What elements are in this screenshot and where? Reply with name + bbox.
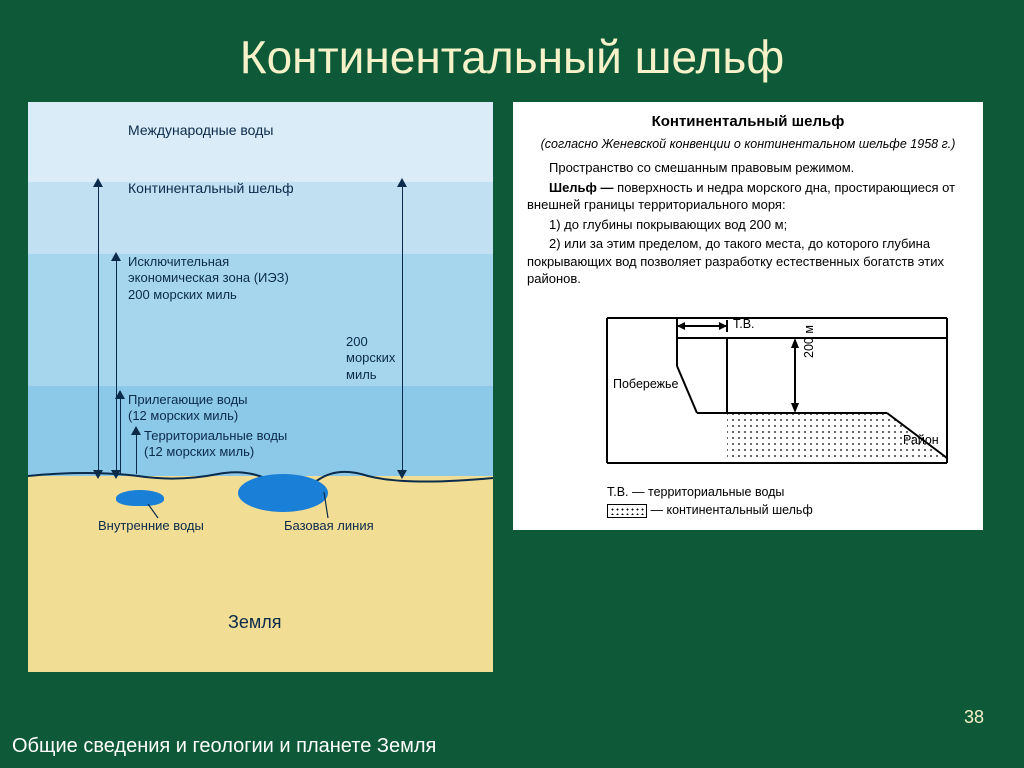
right-li1: 1) до глубины покрывающих вод 200 м;: [527, 216, 969, 234]
legend-shelf-box: [607, 504, 647, 518]
schema-region: Район: [903, 432, 939, 449]
shelf-schema: Побережье Т.В. 200 м Район Т.В. — террит…: [527, 298, 969, 518]
legend-shelf-text: — континентальный шельф: [650, 503, 812, 517]
definition-panel: Континентальный шельф (согласно Женевско…: [513, 102, 983, 530]
right-li2: 2) или за этим пределом, до такого места…: [527, 235, 969, 288]
content-row: Международные воды Континентальный шельф…: [0, 84, 1024, 672]
right-p1: Пространство со смешанным правовым режим…: [527, 159, 969, 177]
legend-row-tv: Т.В. — территориальные воды: [607, 484, 784, 501]
right-p2-bold: Шельф —: [549, 180, 617, 195]
legend-row-shelf: — континентальный шельф: [607, 502, 813, 519]
schema-coast: Побережье: [613, 376, 679, 393]
legend-tv-text: Т.В. — территориальные воды: [607, 485, 784, 499]
slide-title: Континентальный шельф: [0, 0, 1024, 84]
right-subtitle: (согласно Женевской конвенции о континен…: [527, 136, 969, 153]
schema-tv: Т.В.: [733, 316, 755, 333]
schema-depth: 200 м: [801, 325, 818, 358]
right-p2: Шельф — поверхность и недра морского дна…: [527, 179, 969, 214]
maritime-zones-diagram: Международные воды Континентальный шельф…: [28, 102, 493, 672]
page-number: 38: [964, 707, 984, 728]
callout-lines: [28, 102, 493, 672]
right-title: Континентальный шельф: [527, 112, 969, 132]
slide-footer: Общие сведения и геологии и планете Земл…: [12, 735, 436, 758]
